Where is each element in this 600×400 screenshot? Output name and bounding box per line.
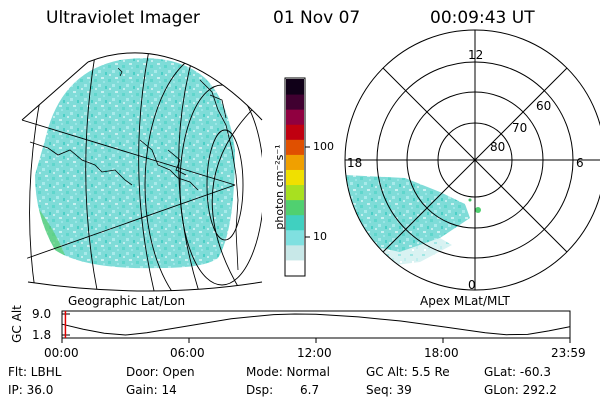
image-date: 01 Nov 07 xyxy=(273,8,361,28)
polar-mlat-mlt-plot xyxy=(344,29,600,291)
filter-info: Flt: LBHL xyxy=(8,365,62,379)
longitude-grid xyxy=(22,52,262,292)
dsp-value: 6.7 xyxy=(300,383,320,397)
left-panel-label: Geographic Lat/Lon xyxy=(68,294,186,308)
colorbar-step xyxy=(286,244,304,261)
mlt-label-6: 6 xyxy=(576,156,584,170)
seq-info: Seq: 39 xyxy=(366,383,412,397)
colorbar-step xyxy=(286,94,304,110)
mlat-label-80: 80 xyxy=(490,140,506,154)
colorbar-step xyxy=(286,79,304,95)
time-tick-0600: 06:00 xyxy=(170,346,205,360)
colorbar-step xyxy=(286,259,304,276)
mlt-label-18: 18 xyxy=(347,156,363,170)
ip-info: IP: 36.0 xyxy=(8,383,54,397)
right-panel-label: Apex MLat/MLT xyxy=(420,294,510,308)
latitude-grid xyxy=(144,52,262,292)
auroral-emission-right xyxy=(345,175,470,252)
colorbar-step xyxy=(286,214,304,231)
colorbar-step xyxy=(286,139,304,155)
colorbar-step xyxy=(286,199,304,216)
time-tick-1200: 12:00 xyxy=(297,346,332,360)
colorbar-step xyxy=(286,184,304,201)
mlt-label-12: 12 xyxy=(468,48,484,62)
auroral-spot xyxy=(475,207,481,213)
altitude-tick-high: 9.0 xyxy=(32,307,52,321)
glon-info: GLon: 292.2 xyxy=(484,383,557,397)
time-tick-2359: 23:59 xyxy=(551,346,586,360)
mode-info: Mode: Normal xyxy=(246,365,330,379)
gain-info: Gain: 14 xyxy=(126,383,177,397)
mlat-label-70: 70 xyxy=(512,121,528,135)
altitude-axis-label: GC Alt xyxy=(10,305,24,343)
altitude-tick-low: 1.8 xyxy=(32,328,52,342)
coastlines xyxy=(29,67,239,271)
glat-info: GLat: -60.3 xyxy=(484,365,551,379)
mlt-label-0: 0 xyxy=(468,278,476,292)
geographic-map xyxy=(21,52,263,292)
time-tick-0000: 00:00 xyxy=(44,346,79,360)
door-info: Door: Open xyxy=(126,365,195,379)
mlat-label-60: 60 xyxy=(536,99,552,113)
time-tick-1800: 18:00 xyxy=(424,346,459,360)
gc-alt-info: GC Alt: 5.5 Re xyxy=(366,365,450,379)
colorbar-tick-100: 100 xyxy=(313,140,334,153)
colorbar-step xyxy=(286,169,304,186)
colorbar-tick-10: 10 xyxy=(313,230,327,243)
auroral-emission-left xyxy=(35,58,235,269)
image-time: 00:09:43 UT xyxy=(430,8,535,28)
instrument-title: Ultraviolet Imager xyxy=(46,8,200,28)
colorbar-unit: photon cm⁻²s⁻¹ xyxy=(273,144,286,230)
altitude-curve xyxy=(61,313,570,336)
colorbar-step xyxy=(286,229,304,246)
altitude-plot xyxy=(61,310,571,343)
colorbar-step xyxy=(286,124,304,140)
colorbar-step xyxy=(286,109,304,125)
dsp-label: Dsp: xyxy=(246,383,274,397)
colorbar-step xyxy=(286,154,304,170)
colorbar xyxy=(284,77,310,277)
